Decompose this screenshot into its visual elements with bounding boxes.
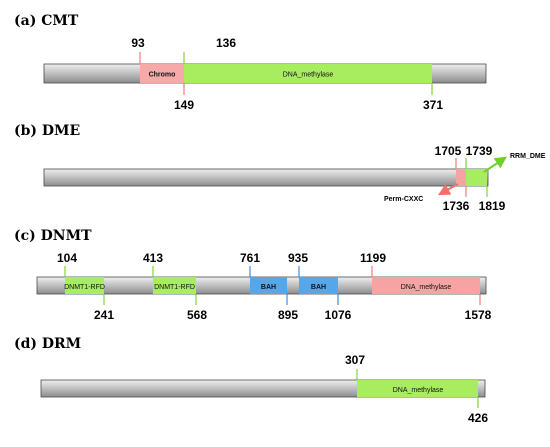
dnmt-dna-methylase-label: DNA_methylase [401, 284, 452, 291]
cmt-number-149: 149 [174, 98, 194, 112]
dnmt-rfd-label-1: DNMT1-RFD [64, 284, 105, 291]
dnmt-bah-label-2: BAH [311, 284, 326, 291]
dme-rrm-domain [466, 169, 487, 186]
drm-number-426: 426 [468, 411, 488, 425]
dnmt-number-413: 413 [143, 251, 163, 265]
dme-rrm-arrow [483, 156, 507, 173]
dnmt-number-935: 935 [288, 251, 308, 265]
dme-perm-label: Perm-CXXC [384, 196, 423, 203]
cmt-dna-methylase-domain [184, 64, 432, 83]
dnmt-bah-label-1: BAH [261, 284, 276, 291]
dnmt-number-1199: 1199 [360, 251, 386, 265]
panel-label-cmt: (a) CMT [14, 13, 79, 29]
cmt-dna-methylase-label: DNA_methylase [283, 72, 334, 79]
panel-drm: (d) DRM DNA_methylase 307 426 [14, 336, 488, 425]
panel-label-drm: (d) DRM [14, 336, 81, 352]
panel-label-dnmt: (c) DNMT [14, 228, 92, 244]
dme-number-1736: 1736 [443, 199, 470, 213]
cmt-chromo-label: Chromo [149, 72, 176, 79]
panel-cmt: (a) CMT Chromo DNA_methylase 93 136 149 … [14, 13, 487, 112]
dme-perm-arrow [437, 183, 459, 196]
dnmt-number-1578: 1578 [465, 308, 492, 322]
dnmt-number-761: 761 [240, 251, 260, 265]
dnmt-number-104: 104 [57, 251, 77, 265]
dnmt-number-895: 895 [278, 308, 298, 322]
dme-perm-cxxc-domain [456, 169, 466, 186]
panel-label-dme: (b) DME [14, 123, 80, 139]
dnmt-rfd-label-2: DNMT1-RFD [154, 284, 195, 291]
cmt-number-371: 371 [423, 98, 443, 112]
dnmt-bah-domain-2 [299, 277, 338, 294]
panel-dme: (b) DME RRM_DME Perm-CXXC 1705 1739 1736… [14, 123, 546, 213]
cmt-number-93: 93 [131, 36, 145, 50]
drm-dna-methylase-label: DNA_methylase [393, 387, 444, 394]
dnmt-rfd-domain-2 [153, 277, 196, 294]
drm-dna-methylase-domain [357, 380, 478, 397]
dme-number-1739: 1739 [466, 144, 493, 158]
dme-number-1705: 1705 [435, 144, 462, 158]
dnmt-rfd-domain-1 [65, 277, 104, 294]
dme-backbone [43, 168, 489, 187]
dnmt-bah-domain-1 [250, 277, 287, 294]
panel-dnmt: (c) DNMT DNMT1-RFD DNMT1-RFD BAH BAH DNA… [14, 228, 492, 322]
dnmt-dna-methylase-domain [372, 277, 480, 294]
dnmt-number-1076: 1076 [325, 308, 352, 322]
dme-rrm-label: RRM_DME [510, 153, 546, 160]
dme-number-1819: 1819 [479, 199, 506, 213]
cmt-number-136: 136 [216, 36, 236, 50]
drm-number-307: 307 [345, 353, 365, 367]
dnmt-number-241: 241 [94, 308, 114, 322]
dnmt-number-568: 568 [187, 308, 207, 322]
cmt-chromo-domain [140, 64, 184, 83]
